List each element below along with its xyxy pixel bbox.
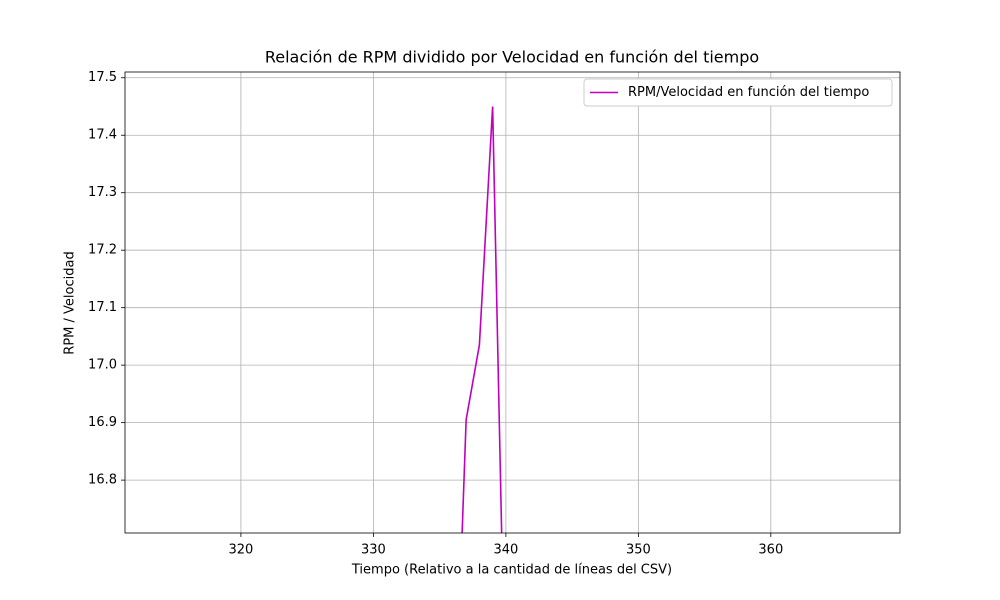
y-tick-label: 17.4 [88, 128, 117, 143]
x-tick-label: 320 [229, 543, 254, 558]
x-tick-label: 340 [493, 543, 518, 558]
plot-frame [124, 71, 901, 534]
chart-title: Relación de RPM dividido por Velocidad e… [265, 48, 759, 67]
x-tick-label: 360 [758, 543, 783, 558]
x-tick-label: 350 [626, 543, 651, 558]
y-tick-label: 16.9 [88, 415, 117, 430]
legend-box [583, 78, 893, 107]
data-line [461, 106, 503, 533]
y-tick-label: 17.0 [88, 358, 117, 373]
y-tick-label: 17.1 [88, 300, 117, 315]
legend-label: RPM/Velocidad en función del tiempo [628, 85, 869, 100]
y-tick-label: 17.2 [88, 243, 117, 258]
x-axis-label: Tiempo (Relativo a la cantidad de líneas… [351, 563, 672, 578]
x-tick-label: 330 [361, 543, 386, 558]
plot-area [461, 106, 503, 533]
y-axis-label: RPM / Velocidad [63, 251, 78, 354]
y-tick-label: 16.8 [88, 473, 117, 488]
y-tick-label: 17.3 [88, 185, 117, 200]
y-tick-label: 17.5 [88, 70, 117, 85]
